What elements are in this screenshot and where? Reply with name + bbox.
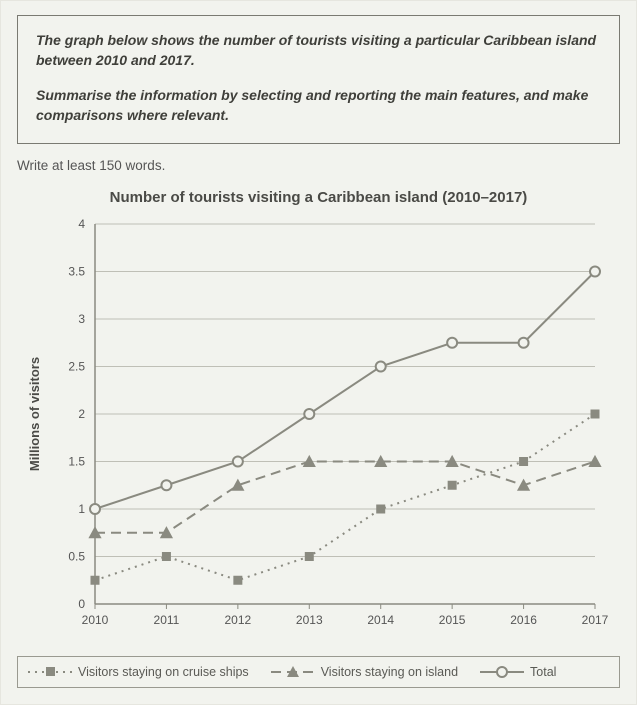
svg-text:2015: 2015 <box>439 613 466 627</box>
svg-text:2016: 2016 <box>510 613 537 627</box>
legend-item-island: Visitors staying on island <box>271 665 458 679</box>
legend-swatch-cruise <box>28 665 72 679</box>
svg-text:2: 2 <box>78 407 85 421</box>
svg-text:2013: 2013 <box>296 613 323 627</box>
svg-text:4: 4 <box>78 217 85 231</box>
svg-text:2017: 2017 <box>582 613 609 627</box>
legend-label-island: Visitors staying on island <box>321 665 458 679</box>
legend-label-cruise: Visitors staying on cruise ships <box>78 665 249 679</box>
svg-text:Millions of visitors: Millions of visitors <box>27 357 42 471</box>
legend-item-total: Total <box>480 665 556 679</box>
svg-text:2010: 2010 <box>82 613 109 627</box>
svg-text:2014: 2014 <box>367 613 394 627</box>
svg-text:2.5: 2.5 <box>68 360 85 374</box>
legend-label-total: Total <box>530 665 556 679</box>
svg-text:3: 3 <box>78 312 85 326</box>
svg-text:1.5: 1.5 <box>68 455 85 469</box>
legend: Visitors staying on cruise ships Visitor… <box>17 656 620 688</box>
line-chart: 0 0.5 1 1.5 2 2.5 3 3.5 4 2010 2011 2012 2013 2014 201… <box>17 214 622 634</box>
legend-item-cruise: Visitors staying on cruise ships <box>28 665 249 679</box>
instruction-text: Write at least 150 words. <box>17 158 620 173</box>
legend-swatch-island <box>271 665 315 679</box>
svg-text:2012: 2012 <box>225 613 252 627</box>
svg-text:3.5: 3.5 <box>68 265 85 279</box>
svg-text:1: 1 <box>78 502 85 516</box>
svg-text:0: 0 <box>78 597 85 611</box>
svg-text:2011: 2011 <box>154 613 180 627</box>
task-line-2: Summarise the information by selecting a… <box>36 85 601 126</box>
task-line-1: The graph below shows the number of tour… <box>36 30 601 71</box>
task-box: The graph below shows the number of tour… <box>17 15 620 144</box>
chart-title: Number of tourists visiting a Caribbean … <box>17 189 620 206</box>
legend-swatch-total <box>480 665 524 679</box>
chart-area: 0 0.5 1 1.5 2 2.5 3 3.5 4 2010 2011 2012 2013 2014 201… <box>17 214 620 634</box>
svg-text:0.5: 0.5 <box>68 550 85 564</box>
